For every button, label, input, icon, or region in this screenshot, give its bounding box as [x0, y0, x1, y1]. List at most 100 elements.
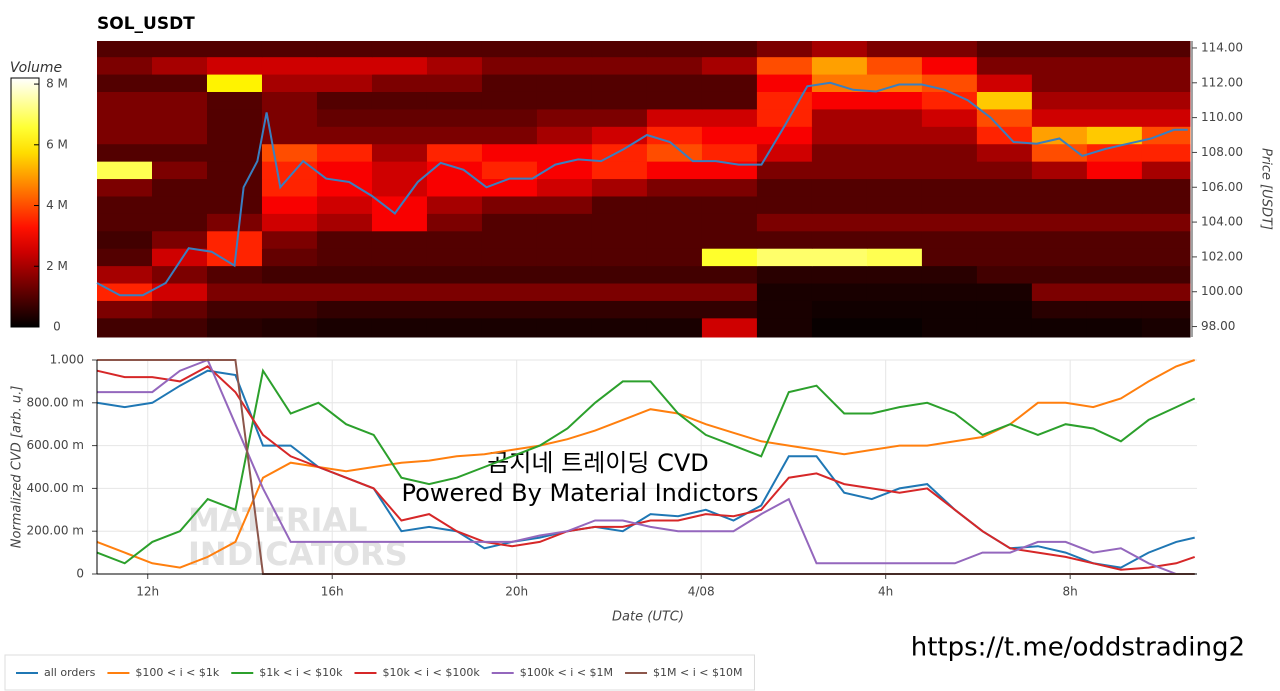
heat-cell — [811, 161, 868, 180]
heat-cell — [536, 56, 593, 75]
heat-cell — [921, 108, 978, 127]
heat-cell — [1141, 248, 1191, 267]
heat-cell — [811, 91, 868, 110]
heat-cell — [1141, 283, 1191, 301]
heat-cell — [1086, 91, 1143, 110]
y-tick-label: 400.00 m — [27, 481, 85, 495]
legend-label: all orders — [44, 666, 96, 679]
heat-cell — [701, 108, 758, 127]
heat-cell — [1086, 283, 1143, 301]
heat-cell — [371, 74, 428, 92]
colorbar-tick-label: 6 M — [46, 137, 68, 151]
colorbar-tick-label: 2 M — [46, 259, 68, 273]
heat-cell — [1141, 161, 1191, 180]
heat-cell — [756, 56, 813, 75]
heat-cell — [316, 74, 373, 92]
heat-cell — [866, 41, 923, 58]
heat-cell — [97, 213, 153, 232]
heat-cell — [646, 178, 703, 197]
heat-cell — [536, 265, 593, 284]
heat-cell — [976, 143, 1033, 162]
heat-cell — [536, 74, 593, 92]
heat-cell — [756, 317, 813, 338]
heat-cell — [701, 74, 758, 92]
heat-cell — [1086, 56, 1143, 75]
x-axis-label: Date (UTC) — [612, 610, 684, 625]
heat-cell — [921, 74, 978, 92]
y-tick-label: 100.00 — [1201, 284, 1243, 298]
heat-cell — [371, 143, 428, 162]
heat-cell — [206, 91, 263, 110]
heat-cell — [756, 300, 813, 319]
heat-cell — [371, 230, 428, 249]
heat-cell — [976, 74, 1033, 92]
y-tick-label: 102.00 — [1201, 249, 1243, 263]
heat-cell — [646, 248, 703, 267]
y-tick-label: 98.00 — [1201, 319, 1235, 333]
heat-cell — [646, 317, 703, 338]
heat-cell — [756, 213, 813, 232]
heat-cell — [921, 317, 978, 338]
heat-cell — [1086, 213, 1143, 232]
heat-cell — [976, 317, 1033, 338]
cvd-line — [96, 368, 1196, 565]
heat-cell — [1031, 91, 1088, 110]
heat-cell — [646, 56, 703, 75]
heat-cell — [646, 300, 703, 319]
heat-cell — [1141, 230, 1191, 249]
heat-cell — [921, 41, 978, 58]
heat-cell — [976, 283, 1033, 301]
heat-cell — [426, 41, 483, 58]
heat-cell — [151, 143, 208, 162]
heat-cell — [151, 108, 208, 127]
heat-cell — [701, 41, 758, 58]
heat-cell — [591, 230, 648, 249]
colorbar-tick-label: 0 — [53, 320, 61, 334]
heat-cell — [976, 300, 1033, 319]
heat-cell — [811, 317, 868, 338]
heat-cell — [976, 230, 1033, 249]
heat-cell — [811, 283, 868, 301]
heat-cell — [701, 143, 758, 162]
heat-cell — [97, 265, 153, 284]
heat-cell — [811, 265, 868, 284]
heat-cell — [1086, 195, 1143, 214]
heat-cell — [866, 317, 923, 338]
x-tick-label: 4h — [878, 585, 893, 599]
heat-cell — [646, 283, 703, 301]
footer-link: https://t.me/oddstrading2 — [911, 633, 1245, 663]
heat-cell — [536, 41, 593, 58]
heat-cell — [1086, 108, 1143, 127]
heat-cell — [976, 248, 1033, 267]
heat-cell — [921, 143, 978, 162]
heat-cell — [206, 283, 263, 301]
heat-cell — [646, 108, 703, 127]
heat-cell — [261, 300, 318, 319]
heat-cell — [591, 178, 648, 197]
heat-cell — [646, 213, 703, 232]
heat-cell — [206, 317, 263, 338]
price-line — [96, 81, 1188, 297]
y-tick-label: 600.00 m — [27, 438, 85, 452]
heat-cell — [1086, 41, 1143, 58]
heat-cell — [151, 195, 208, 214]
heat-cell — [921, 213, 978, 232]
heat-cell — [316, 126, 373, 145]
heat-cell — [536, 230, 593, 249]
x-tick-label: 20h — [505, 585, 528, 599]
heat-cell — [426, 56, 483, 75]
heat-cell — [646, 195, 703, 214]
heat-cell — [811, 41, 868, 58]
heat-cell — [151, 283, 208, 301]
heat-cell — [151, 74, 208, 92]
colorbar — [10, 77, 40, 328]
colorbar-label: Volume — [10, 60, 62, 76]
heat-cell — [976, 126, 1033, 145]
heat-cell — [756, 161, 813, 180]
heat-cell — [481, 317, 538, 338]
heat-cell — [316, 56, 373, 75]
heat-cell — [976, 213, 1033, 232]
heat-cell — [1141, 265, 1191, 284]
heat-cell — [756, 91, 813, 110]
heat-cell — [921, 178, 978, 197]
